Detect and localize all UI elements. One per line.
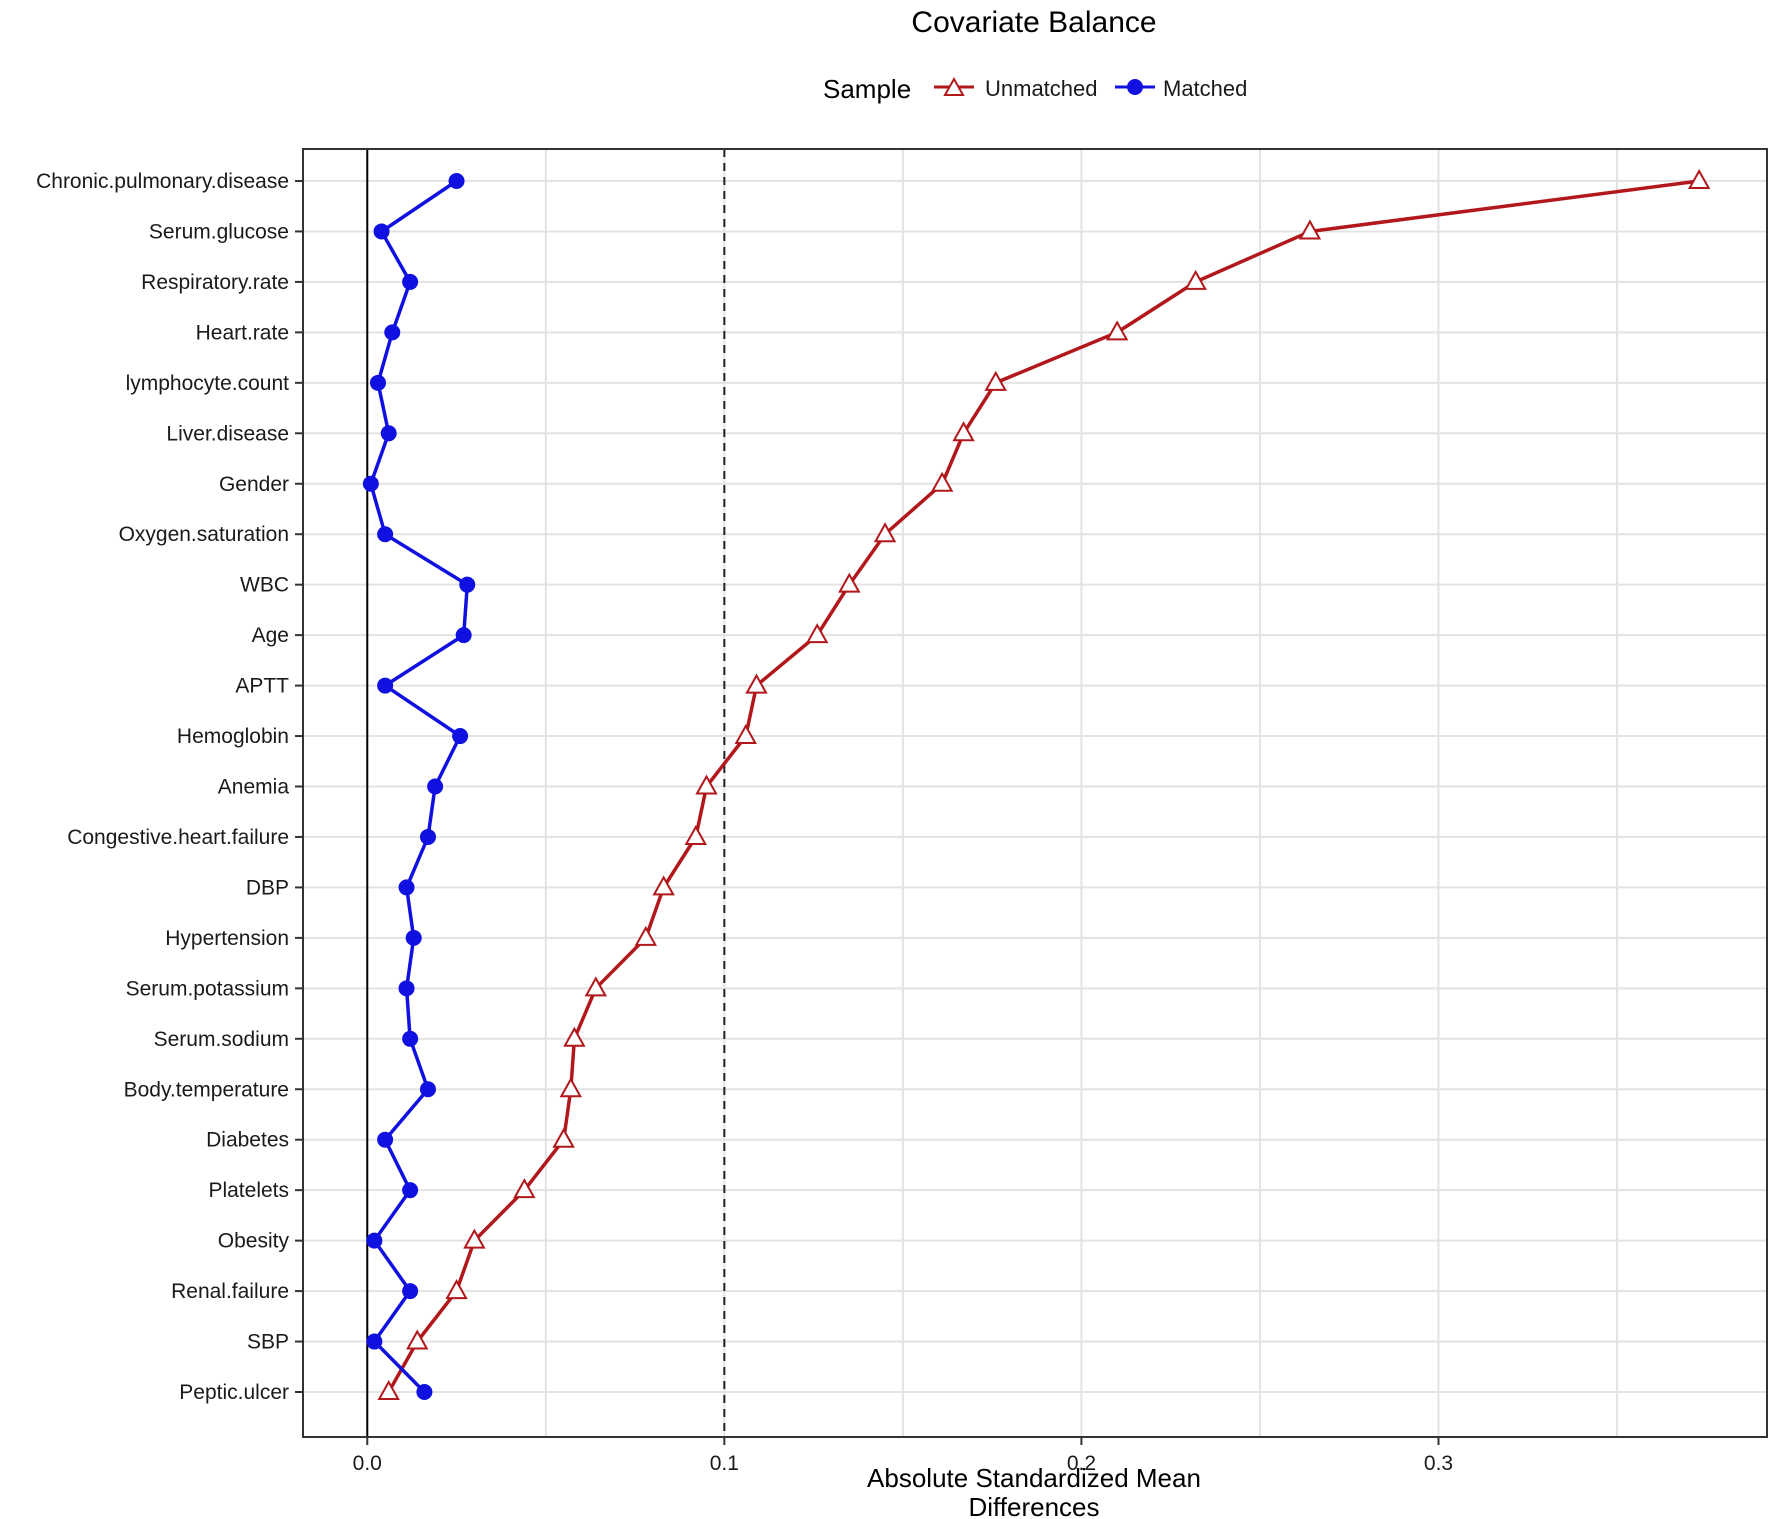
- unmatched-point: [734, 723, 757, 745]
- matched-point: [405, 929, 422, 946]
- unmatched-point: [559, 1077, 583, 1098]
- unmatched-point: [684, 824, 707, 845]
- matched-point: [402, 1030, 419, 1047]
- y-tick-label: Diabetes: [206, 1129, 289, 1152]
- matched-point: [362, 475, 379, 492]
- x-axis-title-line2: Differences: [968, 1492, 1099, 1519]
- unmatched-point: [838, 572, 861, 593]
- y-tick-label: Peptic.ulcer: [179, 1381, 289, 1404]
- matched-point: [366, 1232, 383, 1249]
- unmatched-point: [1298, 219, 1322, 240]
- matched-point: [384, 324, 401, 341]
- y-tick-label: Hypertension: [165, 927, 289, 950]
- y-tick-label: Serum.sodium: [154, 1028, 289, 1051]
- unmatched-point: [1687, 168, 1711, 189]
- matched-point: [398, 980, 415, 997]
- unmatched-point: [652, 875, 675, 896]
- unmatched-point: [1105, 320, 1129, 341]
- unmatched-point: [552, 1127, 575, 1148]
- y-tick-label: Respiratory.rate: [141, 271, 289, 294]
- x-tick-label: 0.2: [1067, 1452, 1096, 1475]
- unmatched-point: [406, 1329, 429, 1350]
- matched-point: [452, 728, 469, 745]
- y-axis: Chronic.pulmonary.disease Serum.glucose Re…: [36, 170, 303, 1404]
- unmatched-point: [463, 1228, 486, 1249]
- y-tick-label: Liver.disease: [166, 422, 289, 445]
- matched-point: [369, 374, 386, 391]
- y-tick-label: Serum.potassium: [126, 977, 289, 1000]
- y-tick-label: Gender: [219, 473, 289, 496]
- y-tick-label: Chronic.pulmonary.disease: [36, 170, 289, 193]
- data-series: [362, 168, 1711, 1400]
- y-tick-label: Body.temperature: [124, 1078, 289, 1101]
- matched-point: [419, 1081, 436, 1098]
- matched-point: [427, 778, 444, 795]
- matched-point: [459, 576, 476, 593]
- matched-point: [377, 1131, 394, 1148]
- y-tick-label: Oxygen.saturation: [119, 523, 289, 546]
- y-tick-label: Heart.rate: [196, 321, 289, 344]
- chart-title: Covariate Balance: [911, 6, 1156, 39]
- matched-point: [416, 1384, 433, 1400]
- y-tick-label: WBC: [240, 574, 289, 597]
- y-tick-label: DBP: [246, 876, 289, 899]
- unmatched-point: [984, 370, 1007, 391]
- x-axis: 0.0 0.1 0.2 0.3: [353, 1437, 1453, 1475]
- legend-unmatched-marker: [943, 76, 965, 96]
- gridlines: [303, 149, 1767, 1437]
- y-tick-label: lymphocyte.count: [126, 372, 290, 395]
- legend-matched-marker: [1127, 79, 1143, 95]
- unmatched-point: [873, 522, 897, 543]
- unmatched-point: [634, 925, 657, 946]
- y-tick-label: Renal.failure: [171, 1280, 289, 1303]
- unmatched-point: [930, 471, 954, 492]
- legend-title: Sample: [823, 74, 911, 104]
- y-tick-label: Platelets: [208, 1179, 289, 1202]
- matched-point: [398, 879, 415, 896]
- y-tick-label: Obesity: [218, 1230, 290, 1253]
- matched-point: [380, 425, 397, 442]
- matched-point: [377, 677, 394, 694]
- x-tick-label: 0.3: [1424, 1452, 1453, 1475]
- matched-point: [366, 1333, 383, 1350]
- y-tick-label: APTT: [235, 675, 289, 698]
- x-axis-title-line1: Absolute Standardized Mean: [867, 1463, 1201, 1493]
- matched-point: [419, 828, 436, 845]
- legend: Sample Unmatched Matched: [823, 74, 1247, 104]
- plot-panel-border: [302, 148, 1768, 1438]
- y-tick-label: Serum.glucose: [149, 220, 289, 243]
- legend-unmatched-label: Unmatched: [985, 76, 1098, 101]
- unmatched-point: [952, 421, 975, 442]
- unmatched-point: [745, 673, 768, 694]
- x-tick-label: 0.1: [710, 1452, 739, 1475]
- matched-point: [448, 173, 465, 189]
- y-tick-label: Age: [252, 624, 289, 647]
- matched-point: [402, 273, 419, 290]
- y-tick-label: Anemia: [218, 776, 290, 799]
- unmatched-point: [1184, 269, 1207, 290]
- matched-point: [455, 627, 472, 644]
- matched-point: [402, 1182, 419, 1199]
- unmatched-point: [445, 1279, 468, 1300]
- unmatched-point: [563, 1026, 586, 1047]
- unmatched-point: [805, 623, 829, 644]
- unmatched-point: [377, 1379, 400, 1400]
- matched-point: [377, 526, 394, 543]
- unmatched-point: [695, 774, 718, 795]
- legend-matched-label: Matched: [1163, 76, 1247, 101]
- unmatched-point: [584, 976, 608, 997]
- y-tick-label: SBP: [247, 1331, 289, 1354]
- matched-point: [402, 1283, 419, 1300]
- x-tick-label: 0.0: [353, 1452, 382, 1475]
- matched-point: [373, 223, 390, 240]
- y-tick-label: Congestive.heart.failure: [67, 826, 289, 849]
- unmatched-point: [513, 1178, 536, 1199]
- y-tick-label: Hemoglobin: [177, 725, 289, 748]
